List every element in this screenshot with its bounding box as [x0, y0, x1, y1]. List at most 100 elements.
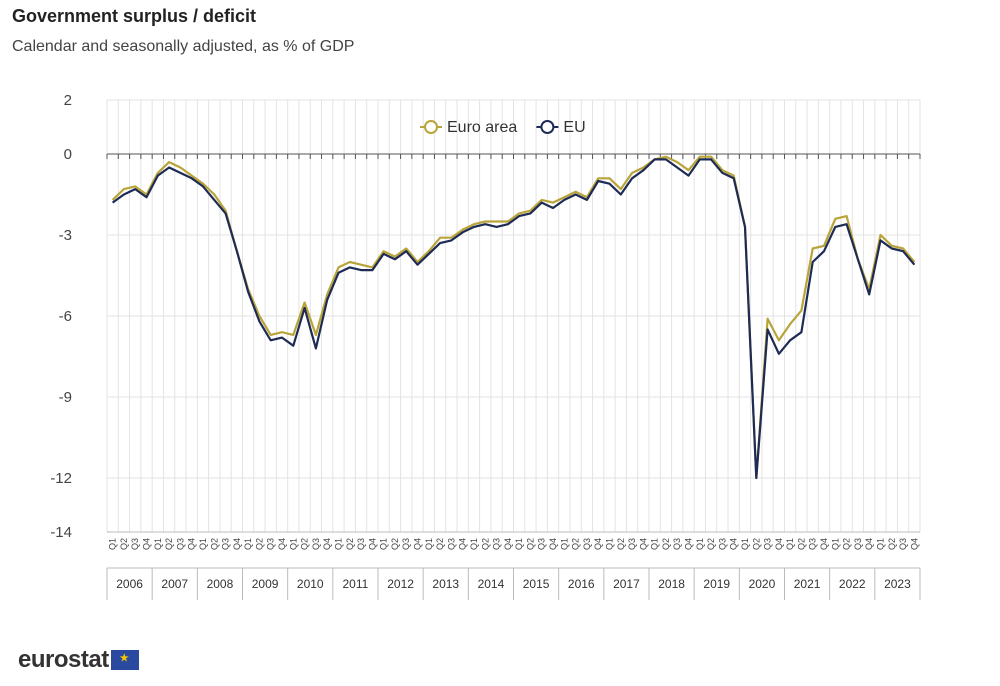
x-tick-label-quarter: Q3: [853, 538, 863, 550]
legend-marker: [424, 120, 438, 134]
x-tick-label-quarter: Q2: [751, 538, 761, 550]
x-tick-label-quarter: Q3: [537, 538, 547, 550]
x-tick-label-quarter: Q2: [390, 538, 400, 550]
x-tick-label-quarter: Q2: [887, 538, 897, 550]
x-tick-label-quarter: Q2: [164, 538, 174, 550]
x-tick-label-quarter: Q4: [187, 538, 197, 550]
x-tick-label-year: 2009: [252, 577, 279, 591]
x-tick-label-year: 2007: [161, 577, 188, 591]
x-tick-label-quarter: Q3: [582, 538, 592, 550]
x-tick-label-year: 2013: [432, 577, 459, 591]
x-tick-label-quarter: Q4: [367, 538, 377, 550]
x-tick-label-quarter: Q4: [458, 538, 468, 550]
x-tick-label-quarter: Q3: [356, 538, 366, 550]
legend-label: EU: [563, 119, 585, 136]
x-tick-label-quarter: Q1: [198, 538, 208, 550]
x-tick-label-quarter: Q1: [333, 538, 343, 550]
x-tick-label-quarter: Q3: [446, 538, 456, 550]
x-tick-label-quarter: Q1: [695, 538, 705, 550]
x-tick-label-quarter: Q1: [469, 538, 479, 550]
y-tick-label: -6: [59, 308, 72, 325]
eu-flag-icon: [110, 650, 139, 670]
x-tick-label-quarter: Q2: [480, 538, 490, 550]
x-tick-label-quarter: Q4: [729, 538, 739, 550]
x-tick-label-quarter: Q4: [684, 538, 694, 550]
x-tick-label-quarter: Q1: [514, 538, 524, 550]
y-tick-label: -12: [50, 470, 72, 487]
eurostat-logo: eurostat: [18, 646, 139, 674]
x-tick-label-quarter: Q3: [717, 538, 727, 550]
x-tick-label-quarter: Q4: [638, 538, 648, 550]
x-tick-label-year: 2020: [749, 577, 776, 591]
x-tick-label-quarter: Q1: [830, 538, 840, 550]
x-tick-label-quarter: Q3: [401, 538, 411, 550]
x-tick-label-quarter: Q3: [492, 538, 502, 550]
x-tick-label-quarter: Q4: [232, 538, 242, 550]
x-tick-label-year: 2006: [116, 577, 143, 591]
x-tick-label-year: 2018: [658, 577, 685, 591]
chart-title: Government surplus / deficit: [12, 6, 257, 26]
x-tick-label-quarter: Q2: [525, 538, 535, 550]
x-tick-label-quarter: Q2: [345, 538, 355, 550]
x-tick-label-quarter: Q1: [650, 538, 660, 550]
x-tick-label-quarter: Q2: [571, 538, 581, 550]
x-tick-label-quarter: Q4: [413, 538, 423, 550]
legend: Euro area EU: [420, 119, 586, 136]
x-tick-label-year: 2012: [387, 577, 414, 591]
x-tick-label-year: 2022: [839, 577, 866, 591]
x-tick-label-quarter: Q4: [774, 538, 784, 550]
x-tick-label-quarter: Q1: [424, 538, 434, 550]
x-tick-label-quarter: Q4: [142, 538, 152, 550]
y-tick-label: 0: [64, 146, 72, 163]
x-tick-label-quarter: Q3: [898, 538, 908, 550]
x-tick-label-quarter: Q1: [604, 538, 614, 550]
x-tick-label-year: 2019: [703, 577, 730, 591]
x-tick-label-quarter: Q4: [819, 538, 829, 550]
y-tick-label: -14: [50, 524, 72, 541]
x-tick-label-quarter: Q1: [153, 538, 163, 550]
x-tick-label-year: 2017: [613, 577, 640, 591]
x-tick-label-quarter: Q4: [277, 538, 287, 550]
x-tick-label-quarter: Q4: [503, 538, 513, 550]
x-tick-label-quarter: Q2: [254, 538, 264, 550]
x-tick-label-quarter: Q1: [243, 538, 253, 550]
x-tick-label-quarter: Q3: [130, 538, 140, 550]
y-tick-label: 2: [64, 92, 72, 109]
x-tick-label-quarter: Q1: [875, 538, 885, 550]
x-tick-label-year: 2016: [568, 577, 595, 591]
x-tick-label-year: 2023: [884, 577, 911, 591]
x-tick-label-quarter: Q3: [808, 538, 818, 550]
x-tick-label-quarter: Q1: [559, 538, 569, 550]
x-tick-label-quarter: Q4: [593, 538, 603, 550]
x-tick-label-quarter: Q4: [909, 538, 919, 550]
y-tick-label: -3: [59, 227, 72, 244]
x-tick-label-quarter: Q1: [108, 538, 118, 550]
x-tick-label-quarter: Q2: [119, 538, 129, 550]
x-tick-label-quarter: Q4: [322, 538, 332, 550]
x-tick-label-quarter: Q1: [379, 538, 389, 550]
chart-subtitle: Calendar and seasonally adjusted, as % o…: [12, 38, 355, 55]
x-tick-label-quarter: Q1: [288, 538, 298, 550]
y-tick-label: -9: [59, 389, 72, 406]
x-tick-label-quarter: Q3: [672, 538, 682, 550]
x-tick-label-quarter: Q2: [842, 538, 852, 550]
legend-label: Euro area: [447, 119, 517, 136]
legend-marker: [540, 120, 555, 134]
x-tick-label-quarter: Q2: [300, 538, 310, 550]
x-tick-label-year: 2014: [478, 577, 505, 591]
x-tick-label-quarter: Q2: [796, 538, 806, 550]
x-tick-label-year: 2008: [207, 577, 234, 591]
x-tick-label-quarter: Q2: [706, 538, 716, 550]
x-tick-label-quarter: Q2: [209, 538, 219, 550]
eurostat-logo-text: eurostat: [18, 646, 109, 673]
x-tick-label-quarter: Q4: [864, 538, 874, 550]
x-tick-label-quarter: Q4: [548, 538, 558, 550]
x-tick-label-quarter: Q1: [785, 538, 795, 550]
x-tick-label-year: 2011: [343, 577, 369, 591]
x-tick-label-year: 2021: [794, 577, 821, 591]
x-tick-label-quarter: Q2: [661, 538, 671, 550]
x-tick-label-quarter: Q3: [175, 538, 185, 550]
x-tick-label-quarter: Q2: [435, 538, 445, 550]
x-tick-label-quarter: Q2: [616, 538, 626, 550]
